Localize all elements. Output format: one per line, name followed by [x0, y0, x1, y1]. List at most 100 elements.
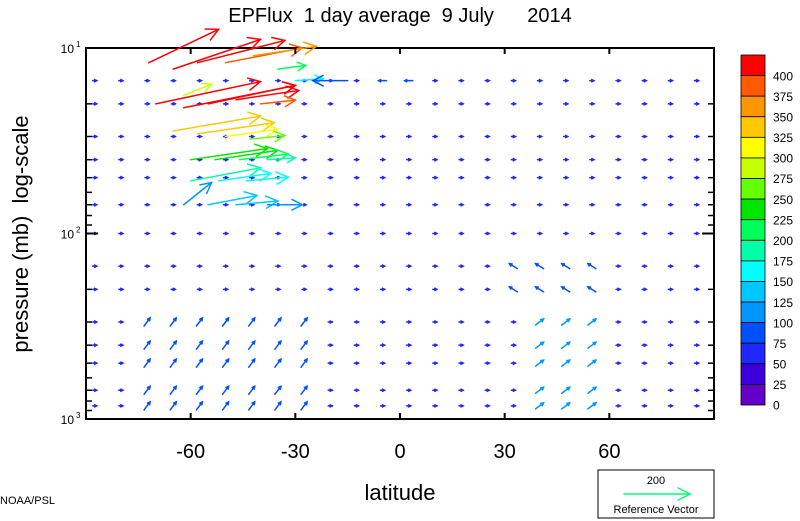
- vector-arrow: [327, 134, 334, 139]
- vector-arrow: [353, 101, 361, 106]
- vector-arrow: [667, 343, 675, 348]
- vector-arrow: [247, 316, 256, 327]
- vector-arrow: [170, 134, 177, 139]
- vector-arrow: [405, 175, 413, 180]
- vector-arrow: [615, 231, 622, 236]
- vector-arrow: [615, 287, 622, 292]
- vector-arrow: [353, 134, 361, 139]
- vector-arrow: [484, 202, 491, 207]
- vector-arrow: [667, 319, 675, 325]
- vector-arrow: [170, 78, 177, 83]
- vector-arrow: [432, 78, 439, 83]
- vector-arrow: [587, 318, 598, 326]
- vector-arrow: [667, 157, 675, 162]
- vector-arrow: [534, 386, 545, 395]
- colorbar-swatch: [740, 219, 766, 241]
- vector-arrow: [587, 341, 598, 349]
- vector-arrow: [247, 339, 256, 350]
- vector-arrow: [170, 175, 177, 180]
- vector-arrow: [484, 101, 491, 106]
- vector-arrow: [353, 157, 361, 162]
- colorbar-swatch: [740, 281, 766, 303]
- vector-arrow: [196, 287, 204, 292]
- vector-arrow: [589, 202, 596, 207]
- vector-arrow: [405, 157, 413, 162]
- colorbar-swatch: [740, 260, 766, 282]
- vector-arrow: [274, 316, 282, 327]
- vector-arrow: [484, 175, 491, 180]
- vector-arrow: [248, 264, 256, 269]
- vector-arrow: [693, 388, 701, 393]
- vector-arrow: [248, 134, 256, 139]
- vector-arrow: [379, 134, 387, 139]
- colorbar-label: 250: [773, 193, 793, 207]
- vector-arrow: [693, 264, 701, 269]
- vector-arrow: [589, 175, 596, 180]
- vector-arrow: [379, 319, 387, 325]
- vector-arrow: [484, 287, 491, 292]
- vector-arrow: [510, 319, 518, 325]
- vector-arrow: [353, 78, 361, 83]
- vector-arrow: [222, 264, 230, 269]
- strong-vector-arrow: [196, 36, 287, 64]
- plot-area: [85, 47, 715, 420]
- vector-arrow: [169, 400, 178, 411]
- vector-arrow: [274, 339, 282, 350]
- vector-arrow: [458, 403, 465, 408]
- vector-arrow: [169, 384, 178, 396]
- vector-arrow: [118, 264, 125, 269]
- strong-vector-arrow: [224, 123, 280, 138]
- strong-vector-arrow: [245, 171, 291, 186]
- colorbar-label: 125: [773, 296, 793, 310]
- vector-arrow: [300, 357, 309, 368]
- colorbar-label: 50: [773, 358, 787, 372]
- vector-arrow: [484, 157, 491, 162]
- vector-arrow: [560, 386, 572, 395]
- vector-arrow: [484, 403, 491, 408]
- vector-arrow: [432, 319, 439, 325]
- vector-arrow: [327, 157, 334, 162]
- colorbar-swatch: [740, 384, 766, 406]
- vector-arrow: [405, 388, 413, 393]
- vector-arrow: [641, 157, 648, 162]
- vector-arrow: [353, 361, 361, 366]
- vector-arrow: [693, 101, 701, 106]
- vector-arrow: [144, 78, 151, 83]
- strong-vector-arrow: [182, 82, 214, 97]
- vector-arrow: [507, 262, 519, 270]
- vector-arrow: [693, 202, 701, 207]
- vector-arrow: [91, 101, 99, 106]
- colorbar-swatch: [740, 198, 766, 221]
- vector-arrow: [667, 175, 675, 180]
- strong-vector-arrow: [252, 41, 318, 57]
- vector-arrow: [327, 343, 334, 348]
- vector-arrow: [91, 388, 99, 393]
- vector-arrow: [586, 285, 597, 293]
- vector-arrow: [458, 319, 465, 325]
- vector-arrow: [641, 287, 648, 292]
- vector-arrow: [222, 101, 230, 106]
- vector-arrow: [405, 264, 413, 269]
- vector-arrow: [693, 175, 701, 180]
- vector-arrow: [379, 101, 387, 106]
- strong-vector-arrow: [249, 130, 287, 143]
- vector-arrow: [693, 78, 701, 83]
- vector-arrow: [196, 78, 204, 83]
- strong-vector-arrow: [266, 153, 297, 164]
- vector-arrow: [221, 316, 230, 327]
- vector-arrow: [353, 319, 361, 325]
- vector-arrow: [196, 264, 204, 269]
- vector-arrow: [91, 264, 99, 269]
- vector-arrow: [275, 231, 282, 236]
- vector-arrow: [91, 403, 99, 408]
- vector-arrow: [143, 357, 152, 368]
- vector-arrow: [641, 134, 648, 139]
- y-tick-exponent: 3: [76, 411, 81, 420]
- vector-arrow: [667, 101, 675, 106]
- vector-arrow: [195, 400, 204, 411]
- vector-arrow: [144, 175, 151, 180]
- colorbar-swatch: [740, 239, 766, 262]
- colorbar-label: 400: [773, 69, 793, 83]
- vector-arrow: [586, 262, 597, 270]
